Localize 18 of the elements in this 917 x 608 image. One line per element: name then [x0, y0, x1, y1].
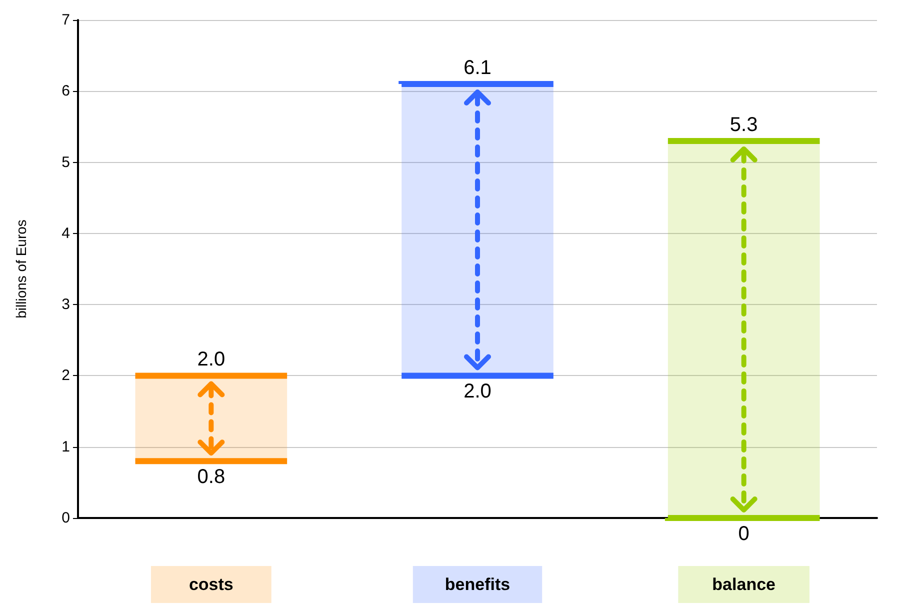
y-tick-label: 6 [62, 82, 70, 100]
annotation: 0 [738, 523, 750, 545]
y-tick-label: 7 [62, 12, 70, 28]
annotation: 5.3 [730, 114, 758, 136]
y-tick-label: 5 [62, 154, 70, 171]
y-tick-label: 2 [62, 367, 70, 384]
annotation: 2.0 [464, 380, 492, 403]
x-tick-label: benefits [444, 575, 510, 594]
y-axis-title: billions of Euros [13, 220, 29, 318]
annotation: 6.1 [464, 57, 492, 80]
y-tick-label: 0 [62, 510, 70, 526]
y-tick-label: 4 [62, 224, 70, 242]
annotation: 0.8 [197, 466, 226, 488]
y-tick-label: 1 [62, 438, 70, 456]
annotation: 2.0 [197, 348, 226, 371]
y-tick-label: 3 [62, 296, 70, 314]
x-tick-label: costs [188, 575, 234, 594]
x-tick-label: balance [712, 575, 776, 594]
